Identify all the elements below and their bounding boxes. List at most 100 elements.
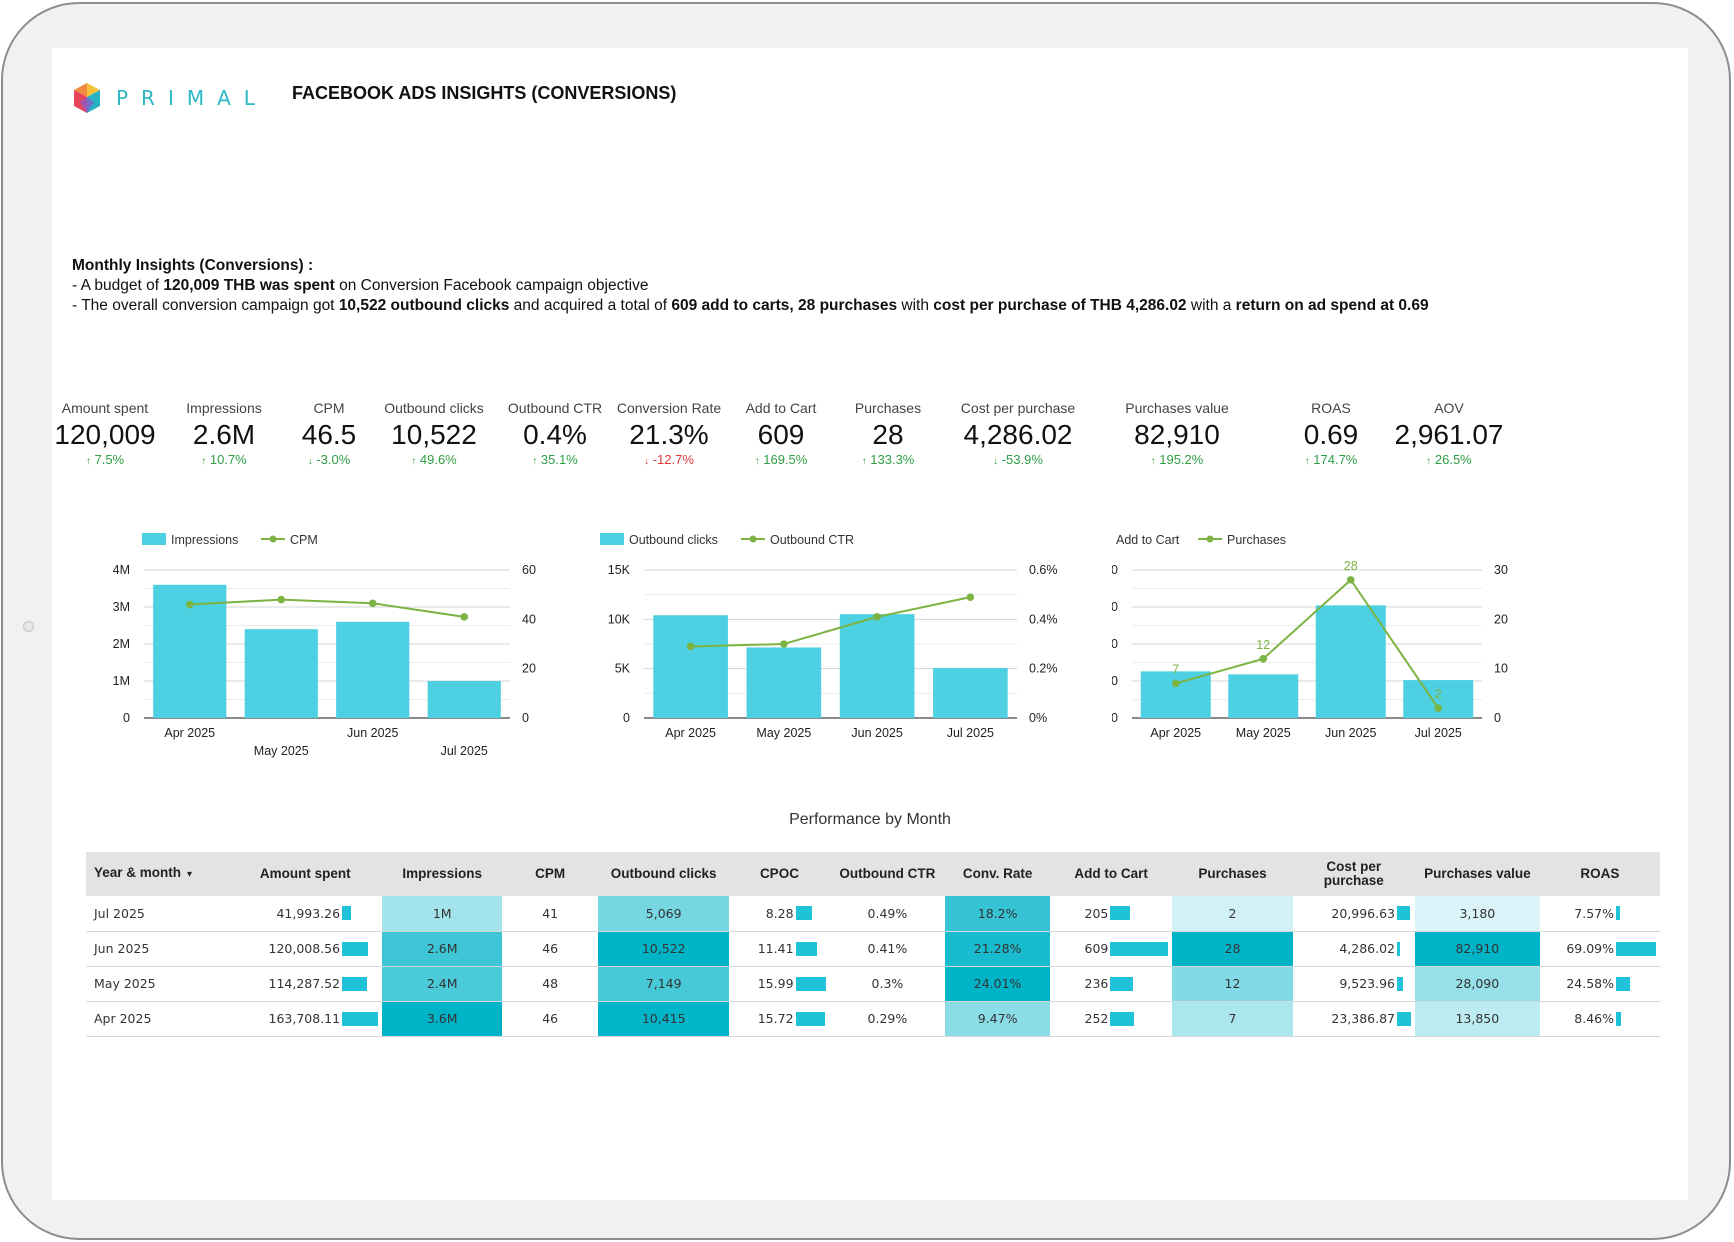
insights-line-2: - The overall conversion campaign got 10… — [72, 297, 1429, 314]
header-cpm[interactable]: CPM — [502, 852, 599, 896]
kpi-value: 28 — [872, 419, 904, 450]
arrow-up-icon: ↑ — [861, 456, 867, 467]
legend-bar-label: Impressions — [171, 533, 238, 547]
header-outbound-clicks[interactable]: Outbound clicks — [598, 852, 730, 896]
kpi-value: 21.3% — [629, 419, 709, 450]
cell-purchases-value: 28,090 — [1415, 966, 1540, 1002]
cell-roas: 69.09% — [1539, 931, 1660, 967]
header-amount-spent[interactable]: Amount spent — [228, 852, 383, 896]
kpi-label: Amount spent — [61, 400, 149, 416]
arrow-up-icon: ↑ — [201, 456, 207, 467]
y-left-tick-label: 2M — [113, 637, 130, 651]
x-tick-label: Apr 2025 — [164, 726, 215, 740]
legend-bar-swatch — [142, 533, 166, 545]
cell-amount-spent: 41,993.26 — [228, 896, 383, 932]
cell-outbound-ctr: 0.41% — [829, 931, 946, 967]
kpi-impressions: Impressions 2.6M ↑ 10.7% — [186, 400, 261, 468]
insights-heading: Monthly Insights (Conversions) : — [72, 257, 314, 274]
header-purchases[interactable]: Purchases — [1172, 852, 1293, 896]
cell-cpm: 46 — [502, 1001, 599, 1037]
line-point — [277, 595, 286, 604]
kpi-scorecards: Amount spent 120,009 ↑ 7.5% Impressions 2.6M… — [52, 400, 1688, 490]
bar — [1315, 605, 1386, 718]
kpi-delta: ↑ 195.2% — [1150, 452, 1204, 467]
cell-outbound-clicks: 7,149 — [598, 966, 730, 1002]
header-impressions[interactable]: Impressions — [382, 852, 503, 896]
legend-bar-label: Outbound clicks — [629, 533, 718, 547]
cell-amount-spent: 120,008.56 — [228, 931, 383, 967]
cell-cpoc: 8.28 — [729, 896, 830, 932]
y-right-tick-label: 40 — [522, 612, 536, 626]
kpi-value: 0.69 — [1303, 419, 1359, 450]
table-row[interactable]: Jun 2025 120,008.56 2.6M 46 10,522 11.41 0.41%… — [86, 931, 1660, 967]
x-tick-label: Jun 2025 — [851, 726, 902, 740]
monthly-insights: Monthly Insights (Conversions) : - A bud… — [72, 256, 1429, 316]
cell-cpoc: 15.72 — [729, 1001, 830, 1037]
header-year-month[interactable]: Year & month ▾ — [86, 852, 229, 896]
cell-outbound-ctr: 0.3% — [829, 966, 946, 1002]
y-left-tick-label: 800 — [1112, 563, 1118, 577]
line-point — [1434, 704, 1443, 712]
arrow-up-icon: ↑ — [1304, 456, 1310, 467]
x-tick-label: Jun 2025 — [347, 726, 398, 740]
cell-cost-per-purchase: 9,523.96 — [1292, 966, 1416, 1002]
arrow-down-icon: ↓ — [307, 456, 313, 467]
y-right-tick-label: 0 — [522, 711, 529, 725]
table-row[interactable]: May 2025 114,287.52 2.4M 48 7,149 15.99 0.3% 24… — [86, 966, 1660, 1002]
line-point — [1171, 679, 1180, 688]
x-tick-label: Jul 2025 — [1415, 726, 1462, 740]
performance-table: Year & month ▾ Amount spent Impressions CPM O… — [86, 852, 1660, 1037]
table-row[interactable]: Apr 2025 163,708.11 3.6M 46 10,415 15.72 0.29%… — [86, 1001, 1660, 1037]
kpi-label: Outbound clicks — [384, 400, 484, 416]
kpi-delta: ↓ -3.0% — [307, 452, 351, 467]
cell-roas: 8.46% — [1539, 1001, 1660, 1037]
cell-cpm: 46 — [502, 931, 599, 967]
logo-text: PRIMAL — [116, 86, 268, 110]
x-tick-label: Jun 2025 — [1325, 726, 1376, 740]
kpi-delta: ↑ 133.3% — [861, 452, 915, 467]
header-add-to-cart[interactable]: Add to Cart — [1049, 852, 1173, 896]
cell-add-to-cart: 236 — [1049, 966, 1173, 1002]
line-point — [368, 599, 377, 608]
cell-roas: 7.57% — [1539, 896, 1660, 932]
legend-line-label: CPM — [290, 533, 318, 547]
y-right-tick-label: 0% — [1029, 711, 1047, 725]
header-roas[interactable]: ROAS — [1539, 852, 1660, 896]
header-purchases-value[interactable]: Purchases value — [1415, 852, 1540, 896]
y-left-tick-label: 0 — [1112, 711, 1118, 725]
bar — [653, 615, 728, 718]
kpi-purchases-value: Purchases value 82,910 ↑ 195.2% — [1125, 400, 1229, 468]
cell-cpoc: 15.99 — [729, 966, 830, 1002]
series-line — [690, 596, 971, 648]
table-row[interactable]: Jul 2025 41,993.26 1M 41 5,069 8.28 0.49% 18.2%… — [86, 896, 1660, 932]
kpi-delta: ↑ 7.5% — [85, 452, 125, 467]
cell-month: Jun 2025 — [86, 931, 229, 967]
kpi-outbound-ctr: Outbound CTR 0.4% ↑ 35.1% — [508, 400, 602, 468]
arrow-up-icon: ↑ — [1150, 456, 1156, 467]
y-right-tick-label: 20 — [522, 662, 536, 676]
header-cost-per-purchase[interactable]: Cost per purchase — [1292, 852, 1416, 896]
sort-desc-icon[interactable]: ▾ — [187, 869, 193, 880]
kpi-delta: ↑ 169.5% — [754, 452, 808, 467]
kpi-purchases: Purchases 28 ↑ 133.3% — [855, 400, 921, 468]
cell-impressions: 2.4M — [382, 966, 503, 1002]
header-outbound-ctr[interactable]: Outbound CTR — [829, 852, 946, 896]
cell-purchases: 2 — [1172, 896, 1293, 932]
kpi-outbound-clicks: Outbound clicks 10,522 ↑ 49.6% — [384, 400, 484, 468]
cell-purchases-value: 13,850 — [1415, 1001, 1540, 1037]
legend-line-dot — [1206, 535, 1214, 543]
cell-impressions: 3.6M — [382, 1001, 503, 1037]
device-camera — [23, 621, 34, 632]
report-title: FACEBOOK ADS INSIGHTS (CONVERSIONS) — [292, 83, 677, 103]
header-conv-rate[interactable]: Conv. Rate — [945, 852, 1050, 896]
kpi-value: 120,009 — [54, 419, 156, 450]
cell-outbound-ctr: 0.49% — [829, 896, 946, 932]
combo-chart-svg: Impressions CPM 0 1M 2M 3M 4M 0 20 40 60 Apr 2025 Ma… — [113, 533, 536, 758]
header-cpoc[interactable]: CPOC — [729, 852, 830, 896]
cell-amount-spent: 163,708.11 — [228, 1001, 383, 1037]
cell-add-to-cart: 252 — [1049, 1001, 1173, 1037]
bar — [244, 629, 318, 718]
y-right-tick-label: 60 — [522, 563, 536, 577]
cell-outbound-clicks: 5,069 — [598, 896, 730, 932]
cell-month: Apr 2025 — [86, 1001, 229, 1037]
